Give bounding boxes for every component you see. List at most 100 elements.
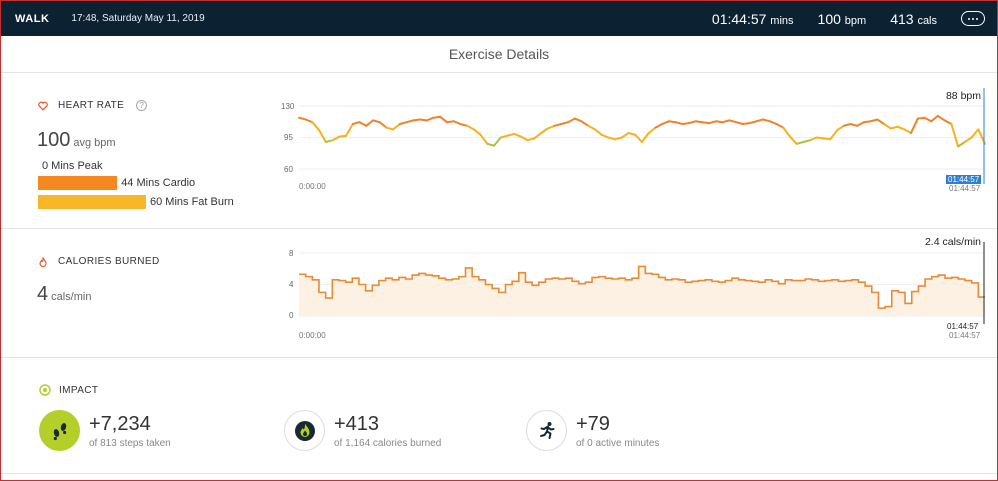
- cal-tick-top: 8: [289, 249, 294, 258]
- impact-active-minutes: +79 of 0 active minutes: [526, 410, 659, 451]
- hr-segment: [600, 133, 610, 139]
- hr-segment: [661, 120, 670, 125]
- active-minutes-sub: of 0 active minutes: [576, 437, 660, 449]
- hr-segment: [298, 116, 307, 121]
- heart-rate-section: HEART RATE ? 100 avg bpm 0 Mins Peak 44 M…: [1, 74, 997, 229]
- impact-steps: +7,234 of 813 steps taken: [39, 410, 171, 451]
- hr-segment: [452, 120, 462, 125]
- hr-start-time: 0:00:00: [299, 182, 326, 191]
- hr-segment: [714, 120, 724, 124]
- hr-segment: [378, 121, 388, 129]
- zone-bar-cardio: [38, 176, 118, 190]
- hr-segment: [587, 124, 596, 131]
- calories-heading: CALORIES BURNED: [38, 256, 160, 267]
- impact-calories: +413 of 1,164 calories burned: [284, 410, 441, 451]
- running-person-icon: [526, 410, 567, 451]
- impact-heading: IMPACT: [39, 384, 98, 396]
- hr-segment: [398, 121, 408, 125]
- calories-label: CALORIES BURNED: [58, 256, 160, 267]
- hr-segment: [304, 118, 314, 124]
- hr-segment: [493, 136, 502, 147]
- hr-segment: [862, 120, 872, 124]
- hr-segment: [338, 134, 348, 138]
- hr-segment: [647, 126, 657, 134]
- hr-segment: [560, 121, 570, 125]
- hr-segment: [795, 141, 805, 145]
- hr-segment: [762, 118, 771, 123]
- calories-chart[interactable]: 8 4 0: [271, 242, 985, 324]
- duration-stat: 01:44:57 mins: [711, 10, 794, 27]
- zone-bar-fat-burn: [38, 195, 146, 209]
- hr-segment: [869, 118, 879, 123]
- cal-cursor-time: 01:44:57: [947, 322, 979, 331]
- hr-segment: [526, 137, 536, 142]
- hr-segment: [580, 120, 590, 127]
- hr-segment: [667, 120, 677, 124]
- cal-tick-bottom: 0: [289, 311, 294, 320]
- hr-end-time: 01:44:57: [949, 184, 981, 193]
- more-options-icon[interactable]: [961, 11, 985, 26]
- hr-segment: [439, 115, 448, 124]
- hr-segment: [472, 128, 482, 136]
- hr-segment: [593, 128, 603, 136]
- flame-small-icon: [39, 256, 47, 267]
- hr-segment: [311, 121, 321, 132]
- impact-label: IMPACT: [59, 384, 99, 396]
- hr-segment: [546, 124, 556, 130]
- heart-rate-chart[interactable]: 130 95 60: [271, 88, 986, 190]
- hr-segment: [822, 137, 832, 141]
- target-icon: [39, 384, 51, 396]
- hr-segment: [486, 142, 496, 147]
- cal-step-line: [299, 265, 985, 309]
- hr-segment: [654, 123, 664, 129]
- hr-segment: [775, 123, 785, 129]
- hr-segment: [688, 120, 697, 125]
- hr-segment: [883, 123, 892, 130]
- calories-value: +413: [334, 412, 380, 435]
- page-title: Exercise Details: [1, 36, 997, 73]
- flame-icon: [284, 410, 325, 451]
- avg-heart-rate: 100 avg bpm: [37, 129, 116, 151]
- hr-segment: [836, 124, 845, 132]
- hr-segment: [506, 132, 516, 137]
- cal-end-value: 2.4 cals/min: [924, 236, 981, 248]
- hr-segment: [412, 118, 422, 122]
- footsteps-icon: [39, 410, 80, 451]
- hr-segment: [728, 119, 738, 124]
- help-icon[interactable]: ?: [136, 100, 148, 111]
- hr-segment: [930, 114, 939, 123]
- hr-segment: [371, 119, 381, 124]
- hr-segment: [782, 126, 791, 138]
- hr-segment: [331, 135, 341, 142]
- hr-segment: [903, 128, 913, 134]
- hr-segment: [896, 125, 906, 131]
- heart-rate-label: HEART RATE: [58, 100, 125, 111]
- hr-segment: [721, 119, 731, 124]
- hr-segment: [681, 122, 691, 125]
- zone-peak: 0 Mins Peak: [42, 160, 103, 172]
- exercise-header-bar: WALK 17:48, Saturday May 11, 2019 01:44:…: [1, 1, 997, 36]
- steps-sub: of 813 steps taken: [89, 437, 171, 449]
- hr-segment: [957, 141, 966, 148]
- hr-segment: [701, 121, 711, 125]
- hr-segment: [809, 136, 818, 142]
- hr-segment: [405, 119, 415, 124]
- hr-segment: [419, 118, 428, 122]
- activity-type: WALK: [15, 12, 50, 25]
- zone-fat-burn: 60 Mins Fat Burn: [38, 195, 234, 209]
- hr-segment: [842, 123, 852, 127]
- impact-section: IMPACT +7,234 of 813 steps taken +413: [1, 358, 997, 474]
- hr-cursor-time: 01:44:57: [946, 175, 982, 184]
- hr-segment: [856, 121, 865, 127]
- hr-segment: [936, 114, 946, 122]
- hr-segment: [923, 116, 933, 123]
- cal-area-fill: [299, 266, 985, 316]
- hr-segment: [916, 116, 926, 120]
- hr-segment: [358, 121, 368, 127]
- hr-segment: [755, 118, 765, 123]
- hr-segment: [748, 120, 758, 125]
- hr-segment: [513, 132, 522, 138]
- hr-segment: [634, 133, 643, 143]
- hr-tick-bottom: 60: [284, 165, 293, 174]
- hr-segment: [533, 132, 543, 140]
